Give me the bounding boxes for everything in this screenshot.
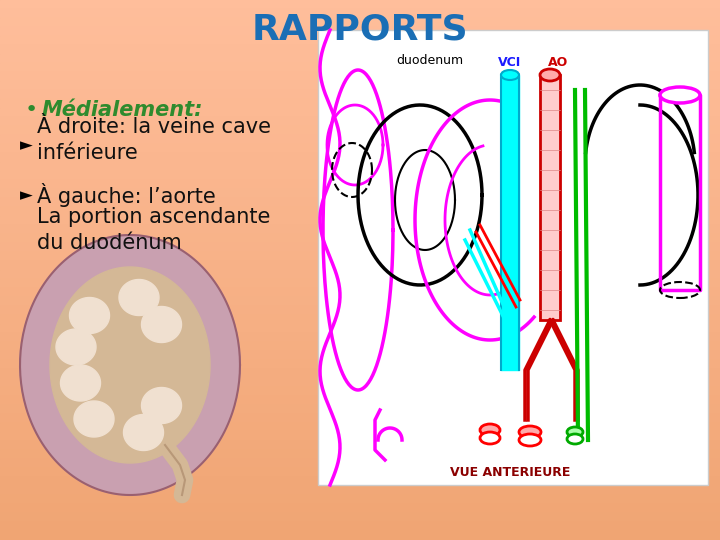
Polygon shape (110, 310, 180, 420)
Bar (0, 522, 720, 531)
Text: VUE ANTERIEURE: VUE ANTERIEURE (450, 465, 570, 478)
Bar (0, 27, 720, 36)
Text: duodenum: duodenum (397, 53, 464, 66)
Polygon shape (119, 280, 159, 315)
Bar (0, 279, 720, 288)
Polygon shape (56, 329, 96, 365)
Bar (0, 306, 720, 315)
Ellipse shape (540, 69, 560, 81)
Bar (0, 216, 720, 225)
Bar (0, 459, 720, 468)
Text: À gauche: l’aorte: À gauche: l’aorte (37, 183, 216, 207)
Polygon shape (70, 298, 109, 334)
Polygon shape (124, 415, 163, 450)
Ellipse shape (660, 87, 700, 103)
Ellipse shape (519, 426, 541, 438)
Bar (0, 99, 720, 108)
Bar (540, 75, 560, 320)
Bar (0, 324, 720, 333)
Bar (0, 162, 720, 171)
Bar (0, 117, 720, 126)
Bar (0, 423, 720, 432)
Bar (0, 288, 720, 297)
Bar (0, 297, 720, 306)
Ellipse shape (567, 434, 583, 444)
Bar (0, 252, 720, 261)
Bar (0, 72, 720, 81)
Bar (0, 261, 720, 270)
Polygon shape (142, 388, 181, 423)
Bar (0, 9, 720, 18)
Ellipse shape (519, 434, 541, 446)
Bar (0, 414, 720, 423)
Polygon shape (50, 267, 210, 463)
Bar (0, 207, 720, 216)
Bar (0, 180, 720, 189)
Bar (0, 189, 720, 198)
Text: Médialement:: Médialement: (42, 100, 204, 120)
Bar (0, 270, 720, 279)
Bar (0, 90, 720, 99)
Bar (0, 0, 720, 9)
Polygon shape (142, 307, 181, 342)
Bar (0, 504, 720, 513)
Bar (0, 171, 720, 180)
Bar (0, 63, 720, 72)
Bar (0, 18, 720, 27)
Polygon shape (20, 235, 240, 495)
Bar (0, 342, 720, 351)
Bar (0, 513, 720, 522)
Bar (0, 387, 720, 396)
Bar (0, 81, 720, 90)
Bar (0, 531, 720, 540)
Ellipse shape (501, 70, 519, 80)
Bar (0, 243, 720, 252)
Bar (0, 135, 720, 144)
Text: RAPPORTS: RAPPORTS (252, 13, 468, 47)
Bar (0, 432, 720, 441)
Text: ►: ► (20, 136, 32, 154)
Bar (0, 108, 720, 117)
Bar (0, 441, 720, 450)
Bar (318, 30, 708, 485)
Bar (0, 468, 720, 477)
Bar (0, 351, 720, 360)
Bar (0, 405, 720, 414)
Bar (0, 369, 720, 378)
Text: VCI: VCI (498, 56, 521, 69)
Bar (0, 315, 720, 324)
Bar (501, 75, 519, 370)
Bar (0, 198, 720, 207)
Bar (0, 396, 720, 405)
Bar (0, 153, 720, 162)
Bar (0, 333, 720, 342)
Polygon shape (60, 365, 101, 401)
Bar (0, 144, 720, 153)
Text: •: • (25, 100, 38, 120)
Text: ►: ► (20, 186, 32, 204)
Ellipse shape (480, 424, 500, 436)
Bar (0, 54, 720, 63)
Ellipse shape (567, 427, 583, 437)
Bar (0, 477, 720, 486)
Bar (0, 495, 720, 504)
Bar (0, 486, 720, 495)
Polygon shape (74, 401, 114, 437)
Bar (0, 126, 720, 135)
Bar (0, 36, 720, 45)
Bar (0, 225, 720, 234)
Bar (0, 450, 720, 459)
Text: La portion ascendante
du duodénum: La portion ascendante du duodénum (37, 207, 271, 253)
Bar (0, 45, 720, 54)
Text: À droite: la veine cave
inférieure: À droite: la veine cave inférieure (37, 117, 271, 163)
Ellipse shape (480, 432, 500, 444)
Bar (0, 234, 720, 243)
Bar (0, 378, 720, 387)
Bar (0, 360, 720, 369)
Text: AO: AO (548, 56, 568, 69)
